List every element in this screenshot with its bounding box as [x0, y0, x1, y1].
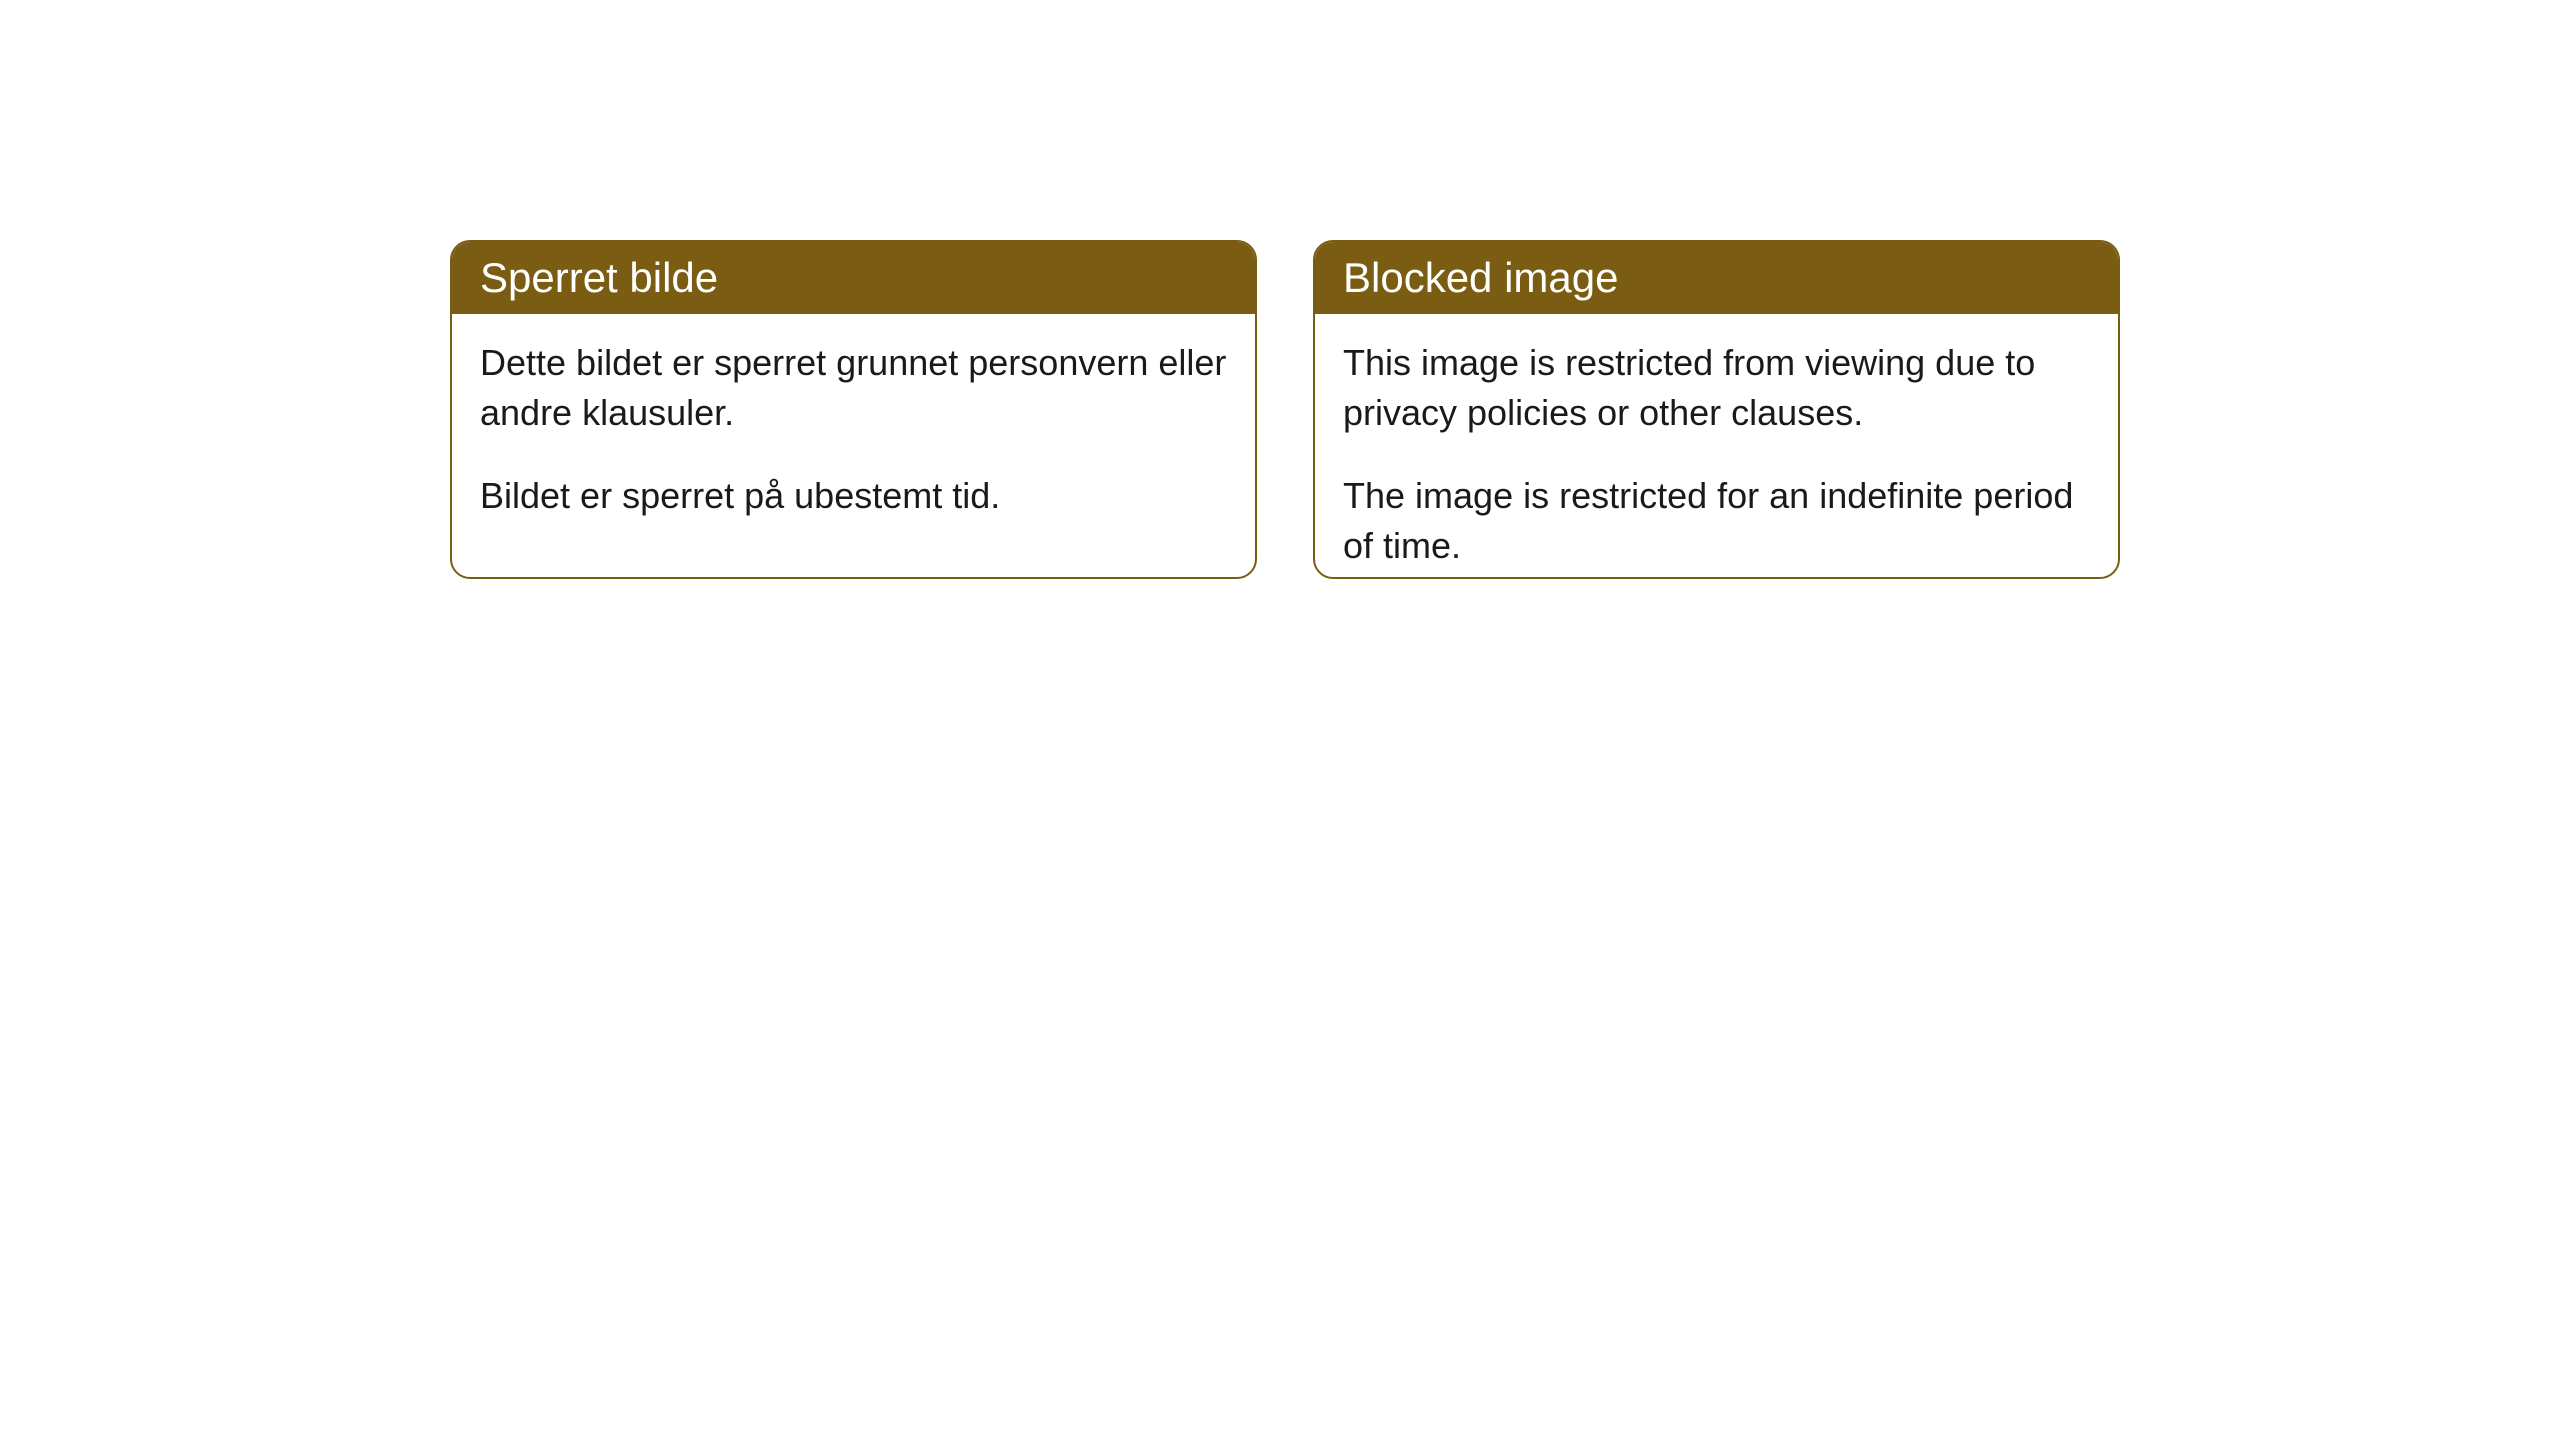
- card-paragraph2-english: The image is restricted for an indefinit…: [1343, 471, 2090, 572]
- card-paragraph1-english: This image is restricted from viewing du…: [1343, 338, 2090, 439]
- card-title-english: Blocked image: [1343, 254, 1618, 301]
- card-header-english: Blocked image: [1315, 242, 2118, 314]
- card-title-norwegian: Sperret bilde: [480, 254, 718, 301]
- card-body-english: This image is restricted from viewing du…: [1315, 314, 2118, 579]
- card-body-norwegian: Dette bildet er sperret grunnet personve…: [452, 314, 1255, 557]
- notice-card-english: Blocked image This image is restricted f…: [1313, 240, 2120, 579]
- card-paragraph1-norwegian: Dette bildet er sperret grunnet personve…: [480, 338, 1227, 439]
- notice-card-norwegian: Sperret bilde Dette bildet er sperret gr…: [450, 240, 1257, 579]
- card-header-norwegian: Sperret bilde: [452, 242, 1255, 314]
- notice-cards-container: Sperret bilde Dette bildet er sperret gr…: [450, 240, 2560, 579]
- card-paragraph2-norwegian: Bildet er sperret på ubestemt tid.: [480, 471, 1227, 521]
